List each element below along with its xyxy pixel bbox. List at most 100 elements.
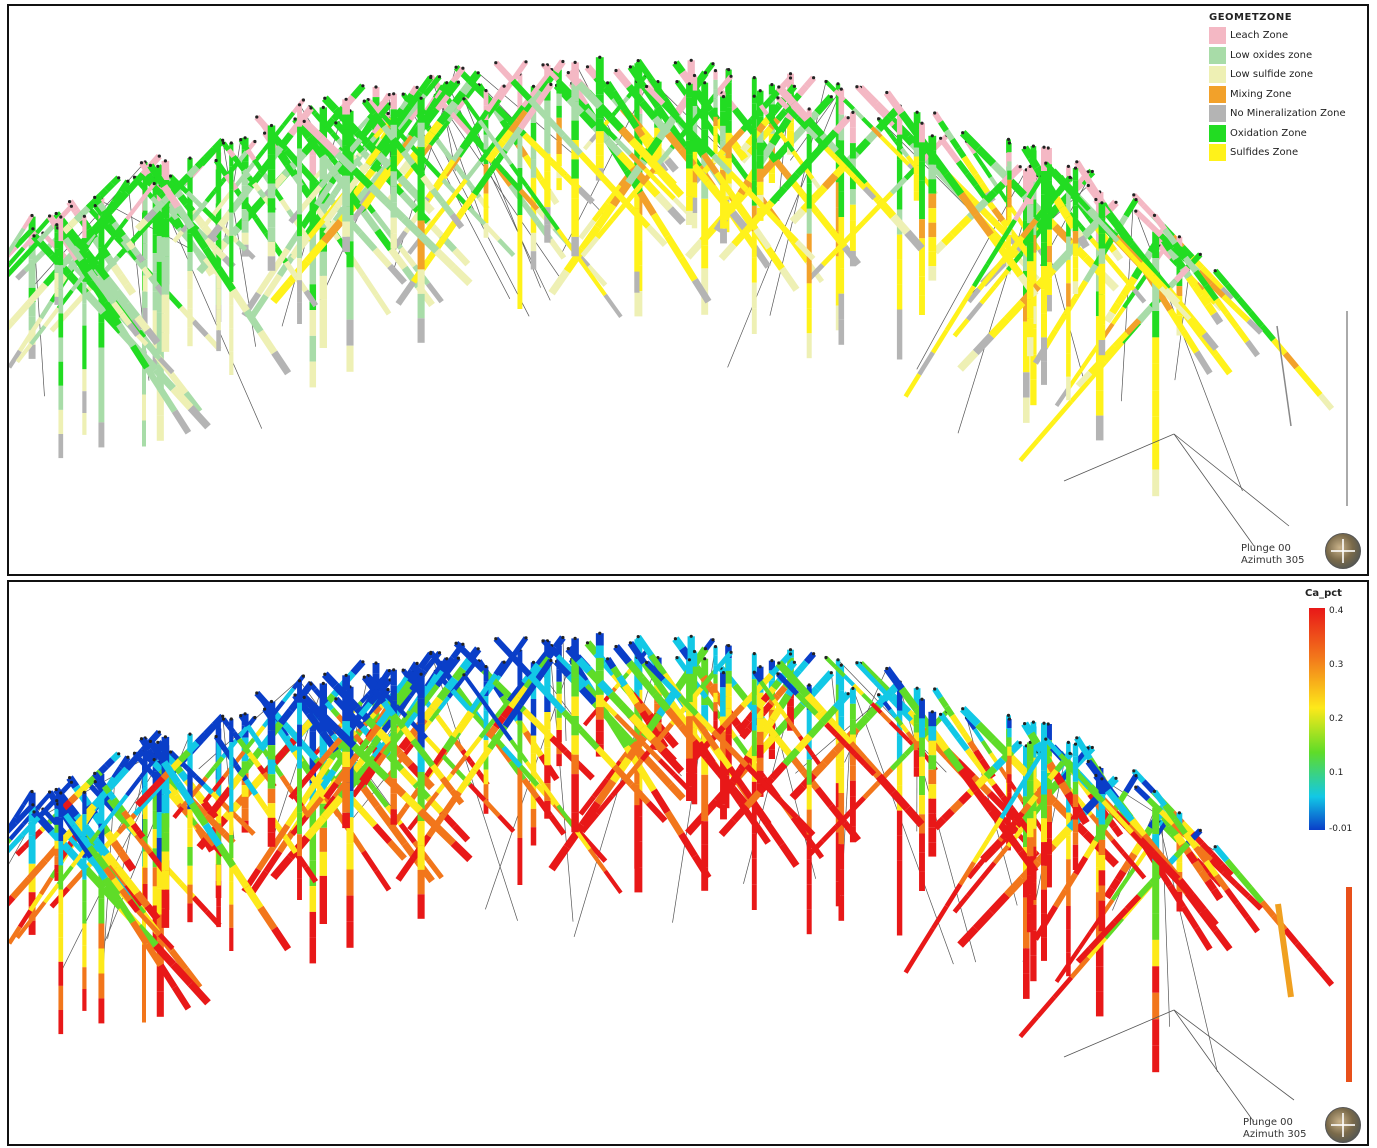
orientation-globe-icon[interactable] <box>1325 533 1361 569</box>
drillhole-segment <box>561 133 583 156</box>
drillhole-segment <box>637 766 657 793</box>
drillhole-segment <box>853 752 867 767</box>
collar-marker <box>846 116 850 120</box>
drillhole-segment <box>992 844 1010 865</box>
collar-marker <box>253 715 257 720</box>
drillhole-segment <box>125 776 143 797</box>
drillhole-segment <box>791 725 802 738</box>
drillhole-segment <box>1111 249 1124 262</box>
drillhole-segment <box>97 777 107 789</box>
drillhole-segment <box>430 93 445 112</box>
drillhole-segment <box>398 736 413 752</box>
drillhole-segment <box>635 58 654 82</box>
drillhole-segment <box>79 834 92 849</box>
drillhole-segment <box>106 221 119 234</box>
drillhole-segment <box>657 182 676 201</box>
drillhole-segment <box>616 151 636 171</box>
drillhole-segment <box>1214 873 1230 892</box>
drillhole-segment <box>257 905 278 931</box>
drillhole-segment <box>204 766 217 779</box>
survey-trace <box>1174 263 1191 381</box>
orientation-globe-icon[interactable] <box>1325 1107 1361 1143</box>
drillhole-segment <box>1052 975 1074 999</box>
drillhole-segment <box>1054 964 1070 983</box>
drillhole-segment <box>824 80 837 93</box>
drillhole-segment <box>775 660 797 682</box>
drillhole-segment <box>740 717 751 729</box>
drillhole-segment <box>803 651 817 665</box>
collar-marker <box>59 215 63 219</box>
drillhole-segment <box>375 728 392 745</box>
drillhole-segment <box>93 203 105 217</box>
drillhole-segment <box>452 247 471 267</box>
drillhole-segment <box>685 238 705 260</box>
collar-marker <box>1134 774 1138 778</box>
drillhole-segment <box>1201 907 1219 927</box>
collar-marker <box>429 651 433 656</box>
drillhole-segment <box>216 267 236 293</box>
drillhole-segment <box>236 737 246 748</box>
drillhole-segment <box>576 186 595 205</box>
drillhole-segment <box>1173 256 1186 271</box>
drillhole-segment <box>694 136 716 158</box>
drillhole-segment <box>424 107 440 126</box>
drillhole-segment <box>226 148 236 159</box>
drillhole-segment <box>661 101 683 123</box>
drillhole-segment <box>73 211 85 223</box>
drillhole-segment <box>1112 331 1129 349</box>
drillhole-segment <box>169 182 183 196</box>
drillhole-segment <box>616 674 628 688</box>
legend-item: Leach Zone <box>1209 26 1346 46</box>
collar-marker <box>1044 161 1048 165</box>
drillhole-segment <box>147 739 168 765</box>
drillhole-segment <box>1158 862 1178 882</box>
collar-marker <box>334 121 338 125</box>
drillhole-segment <box>373 869 392 892</box>
drillhole-segment <box>243 778 259 797</box>
drillhole-segment <box>304 814 327 841</box>
drillhole-segment <box>972 333 995 356</box>
drillhole-segment <box>820 248 839 267</box>
drillhole-segment <box>357 230 378 252</box>
drillhole-segment <box>183 391 203 414</box>
drillhole-segment <box>111 217 129 239</box>
drillhole-scene-geometzone[interactable] <box>9 6 1369 576</box>
drillhole-segment <box>888 708 898 719</box>
drillhole-segment <box>760 692 772 703</box>
drillhole-segment <box>1083 839 1099 859</box>
drillhole-segment <box>387 263 407 285</box>
drillhole-segment <box>63 812 77 828</box>
drillhole-segment <box>399 191 418 210</box>
drillhole-segment <box>70 847 88 868</box>
drillhole-segment <box>21 790 34 806</box>
drillhole-segment <box>820 824 839 843</box>
drillhole-segment <box>1141 833 1159 853</box>
drillhole-segment <box>305 135 326 159</box>
drillhole-segment <box>626 660 645 681</box>
drillhole-segment <box>794 239 816 261</box>
drillhole-segment <box>203 722 217 737</box>
drillhole-segment <box>249 293 269 318</box>
drillhole-segment <box>449 788 465 806</box>
drillhole-segment <box>450 264 473 287</box>
collar-marker <box>531 660 536 664</box>
drillhole-segment <box>308 184 323 201</box>
drillhole-segment <box>135 793 149 808</box>
drillhole-segment <box>888 144 901 157</box>
collar-marker <box>788 652 793 656</box>
drillhole-segment <box>604 656 617 670</box>
collar-marker <box>1177 235 1181 239</box>
drillhole-segment <box>462 97 482 122</box>
collar-marker <box>727 644 731 648</box>
drillhole-segment <box>253 216 269 235</box>
drillhole-scene-ca-pct[interactable] <box>9 582 1369 1146</box>
drillhole-segment <box>226 724 236 735</box>
drillhole-segment <box>502 126 523 153</box>
drillhole-segment <box>130 246 141 257</box>
drillhole-segment <box>1259 324 1276 342</box>
drillhole-segment <box>420 174 435 192</box>
drillhole-segment <box>1103 340 1125 364</box>
collar-marker <box>933 111 937 115</box>
drillhole-segment <box>987 214 1008 236</box>
drillhole-segment <box>649 159 667 177</box>
